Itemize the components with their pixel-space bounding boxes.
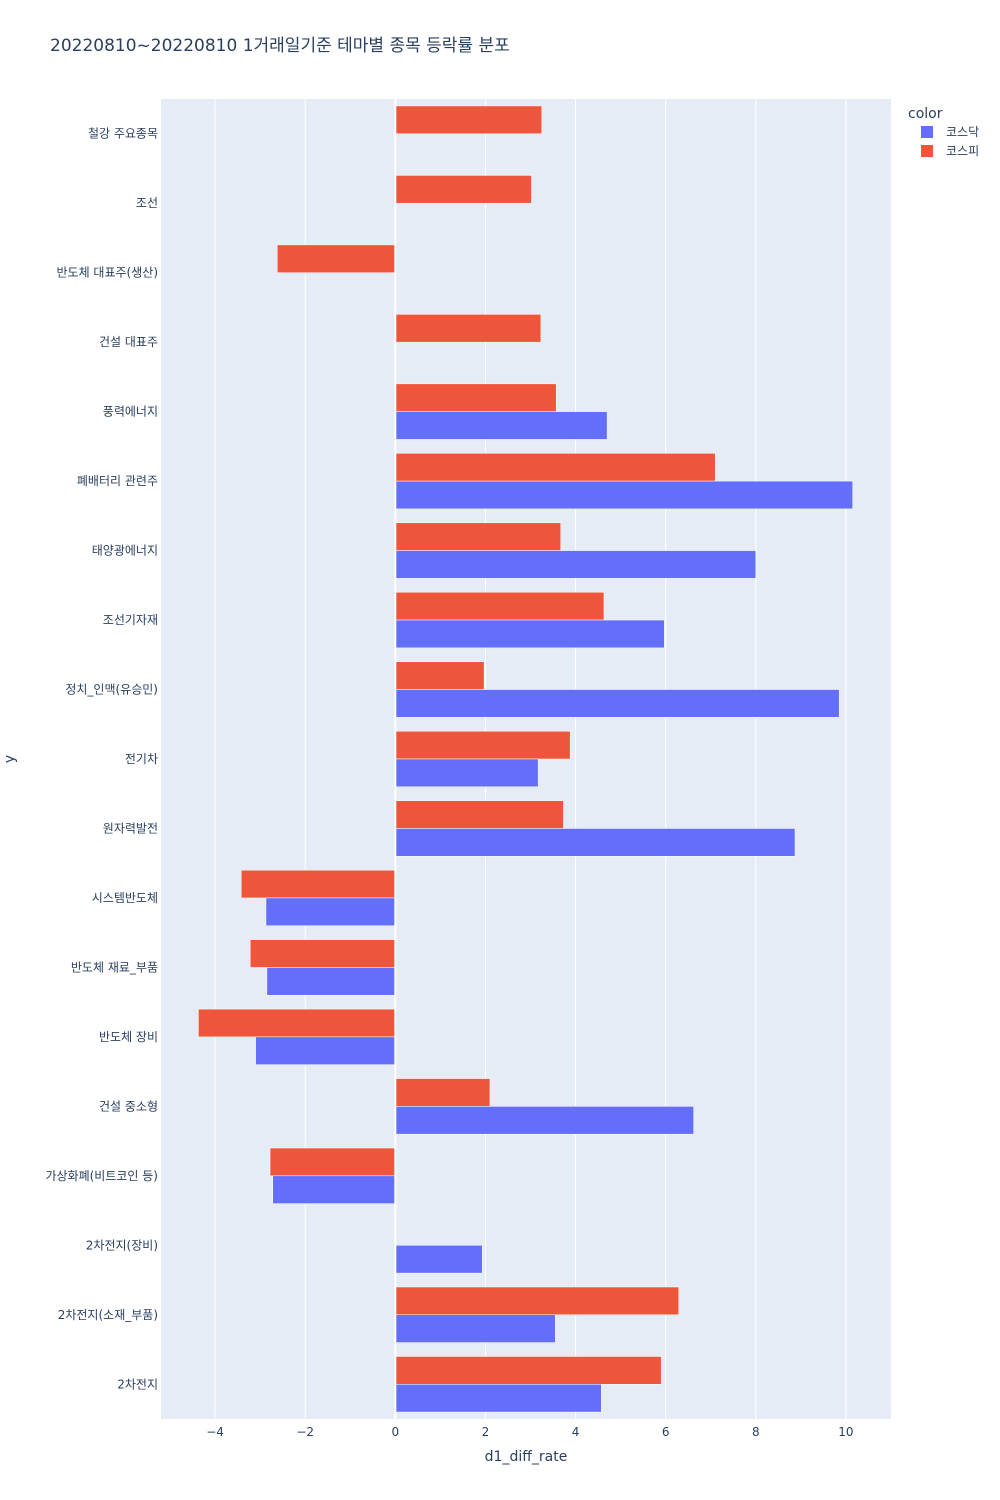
bar-kosdaq[interactable] <box>395 1384 602 1413</box>
x-tick-label: 4 <box>572 1425 580 1439</box>
bar-kospi[interactable] <box>395 383 557 412</box>
bar-kosdaq[interactable] <box>395 411 608 440</box>
bar-kospi[interactable] <box>395 175 532 204</box>
legend-item-label[interactable]: 코스닥 <box>946 125 979 139</box>
bars <box>198 105 853 1413</box>
x-tick-label: 0 <box>392 1425 400 1439</box>
y-tick-label: 조선기자재 <box>103 613 158 627</box>
bar-kospi[interactable] <box>395 592 605 621</box>
y-tick-label: 2차전지(장비) <box>86 1238 158 1252</box>
bar-kosdaq[interactable] <box>395 1245 483 1274</box>
y-tick-label: 반도체 장비 <box>99 1030 158 1044</box>
bar-kospi[interactable] <box>240 869 396 899</box>
legend-swatch[interactable] <box>921 145 933 157</box>
bar-kosdaq[interactable] <box>395 689 840 718</box>
y-tick-label: 건설 중소형 <box>99 1099 158 1113</box>
y-tick-label: 2차전지(소재_부품) <box>58 1308 158 1322</box>
y-tick-label: 철강 주요종목 <box>88 127 158 141</box>
y-tick-label: 정치_인맥(유승민) <box>65 683 158 697</box>
y-tick-label: 전기차 <box>125 752 158 766</box>
y-tick-label: 반도체 재료_부품 <box>71 960 158 974</box>
bar-kospi[interactable] <box>395 661 485 690</box>
y-tick-label: 조선 <box>136 196 158 210</box>
y-tick-label: 태양광에너지 <box>92 544 158 558</box>
bar-kospi[interactable] <box>269 1147 396 1177</box>
x-tick-label: −2 <box>296 1425 314 1439</box>
legend-swatch[interactable] <box>921 126 933 138</box>
bar-kosdaq[interactable] <box>395 1106 694 1135</box>
x-tick-label: 6 <box>662 1425 670 1439</box>
y-tick-label: 폐배터리 관련주 <box>77 474 158 488</box>
bar-kosdaq[interactable] <box>395 828 796 857</box>
x-tick-label: 8 <box>752 1425 760 1439</box>
bar-kosdaq[interactable] <box>395 480 853 510</box>
x-tick-label: 2 <box>482 1425 490 1439</box>
bar-kosdaq[interactable] <box>266 967 396 996</box>
bar-kosdaq[interactable] <box>395 619 665 649</box>
y-tick-label: 2차전지 <box>117 1377 158 1391</box>
bar-kospi[interactable] <box>395 1356 662 1385</box>
chart-title: 20220810~20220810 1거래일기준 테마별 종목 등락률 분포 <box>50 36 510 56</box>
y-tick-label: 건설 대표주 <box>99 335 158 349</box>
bar-kospi[interactable] <box>395 314 542 343</box>
bar-kosdaq[interactable] <box>395 550 757 579</box>
y-tick-label: 시스템반도체 <box>92 891 158 905</box>
bar-kospi[interactable] <box>395 800 564 829</box>
x-tick-labels: −4 −2 0 2 4 6 8 10 <box>206 1425 853 1439</box>
x-tick-label: −4 <box>206 1425 224 1439</box>
x-tick-label: 10 <box>838 1425 853 1439</box>
legend-title: color <box>908 106 943 122</box>
bar-kospi[interactable] <box>277 244 396 273</box>
x-axis-title: d1_diff_rate <box>485 1449 568 1465</box>
y-tick-label: 가상화폐(비트코인 등) <box>45 1169 158 1183</box>
bar-kospi[interactable] <box>395 1286 680 1316</box>
y-tick-label: 원자력발전 <box>103 821 158 835</box>
legend-item-label[interactable]: 코스피 <box>946 144 979 158</box>
bar-kospi[interactable] <box>395 1078 491 1107</box>
y-tick-label: 반도체 대표주(생산) <box>57 266 159 280</box>
bar-kosdaq[interactable] <box>255 1036 396 1065</box>
bar-kosdaq[interactable] <box>395 758 539 788</box>
bar-kospi[interactable] <box>198 1008 396 1038</box>
bar-kosdaq[interactable] <box>265 897 396 926</box>
y-tick-label: 풍력에너지 <box>103 405 158 419</box>
bar-kospi[interactable] <box>395 730 571 760</box>
y-axis-title: y <box>2 755 18 763</box>
bar-kosdaq[interactable] <box>395 1314 556 1343</box>
bar-kospi[interactable] <box>249 939 396 968</box>
bar-kosdaq[interactable] <box>272 1175 396 1204</box>
bar-kospi[interactable] <box>395 105 543 134</box>
bar-kospi[interactable] <box>395 453 716 482</box>
bar-kospi[interactable] <box>395 522 561 551</box>
